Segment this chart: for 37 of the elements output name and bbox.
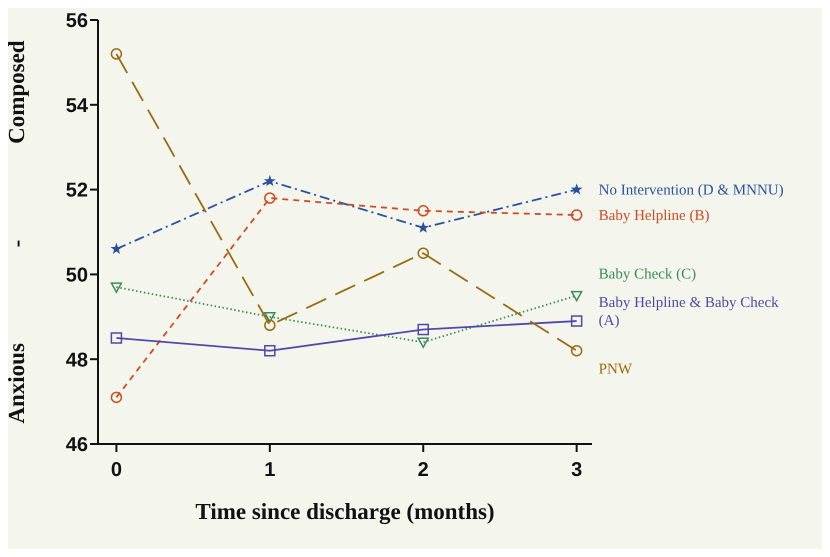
series-label: PNW [598,362,633,378]
point [264,320,276,332]
x-tick-label: 0 [110,459,122,482]
point [570,315,582,327]
point [264,192,276,204]
y-axis-title: Anxious - Composed [4,40,30,424]
point [110,332,122,344]
point [418,222,428,232]
x-tick-label: 1 [264,459,276,482]
y-tick-label: 52 [66,180,88,202]
y-tick-label: 54 [66,94,89,117]
point [111,244,122,254]
point [110,392,122,404]
series-label: Baby Check (C) [598,266,696,283]
point [417,324,429,336]
point [264,312,276,323]
point [570,290,582,302]
y-tick-label: 50 [66,264,88,286]
x-tick-label: 2 [418,459,429,482]
series-label: Baby Helpline & Baby Check (A) [598,295,780,330]
point [417,205,429,217]
series-label: Baby Helpline (B) [598,208,710,224]
y-tick-label: 48 [66,349,88,372]
point [417,337,429,348]
point [570,209,582,221]
point [572,184,582,194]
y-tick-label: 56 [66,10,88,32]
point [570,344,582,356]
y-tick-label: 46 [66,434,88,456]
point [110,48,122,60]
point [264,176,275,186]
x-axis-title: Time since discharge (months) [195,499,495,525]
series-label: No Intervention (D & MNNU) [598,182,784,199]
point [264,344,276,356]
point [110,282,122,293]
point [417,247,429,259]
x-tick-label: 3 [571,459,582,482]
